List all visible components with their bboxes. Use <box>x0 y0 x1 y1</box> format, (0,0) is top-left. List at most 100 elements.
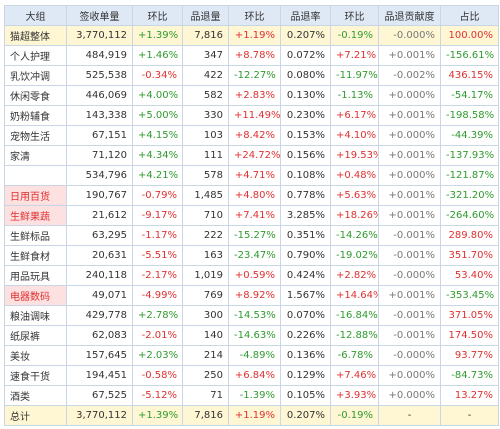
value-cell: 157,645 <box>66 345 133 366</box>
value-cell: -156.61% <box>440 45 499 66</box>
group-cell: 粮油调味 <box>4 305 67 326</box>
value-cell: -1.39% <box>228 385 281 406</box>
value-cell: 351.70% <box>440 245 499 266</box>
value-cell: -0.001% <box>378 225 441 246</box>
value-cell: -0.000% <box>378 345 441 366</box>
group-cell: 个人护理 <box>4 45 67 66</box>
value-cell: -4.99% <box>132 285 183 306</box>
value-cell: 0.070% <box>280 305 331 326</box>
header-cell: 环比 <box>330 5 379 26</box>
group-cell: 速食干货 <box>4 365 67 386</box>
value-cell: +24.72% <box>228 145 281 166</box>
value-cell: 7,816 <box>182 405 229 426</box>
value-cell: -14.53% <box>228 305 281 326</box>
table-row: 速食干货 194,451 -0.58% 250 +6.84% 0.129% +7.46% +0… <box>4 365 499 386</box>
table-row: 534,796 +4.21% 578 +4.71% 0.108% +0.48% +0.000… <box>4 165 499 186</box>
header-cell: 品退贡献度 <box>378 5 441 26</box>
value-cell: -84.73% <box>440 365 499 386</box>
value-cell: -321.20% <box>440 185 499 206</box>
value-cell: 0.778% <box>280 185 331 206</box>
value-cell: 240,118 <box>66 265 133 286</box>
value-cell: 222 <box>182 225 229 246</box>
value-cell: 140 <box>182 325 229 346</box>
value-cell: -19.02% <box>330 245 379 266</box>
header-cell: 品退量 <box>182 5 229 26</box>
value-cell: 330 <box>182 105 229 126</box>
table-row: 日用百货 190,767 -0.79% 1,485 +4.80% 0.778% +5.63%… <box>4 185 499 206</box>
value-cell: +0.000% <box>378 165 441 186</box>
value-cell: +7.21% <box>330 45 379 66</box>
value-cell: 163 <box>182 245 229 266</box>
value-cell: 63,295 <box>66 225 133 246</box>
value-cell: -1.13% <box>330 85 379 106</box>
value-cell: +3.93% <box>330 385 379 406</box>
header-cell: 环比 <box>228 5 281 26</box>
group-cell: 奶粉辅食 <box>4 105 67 126</box>
value-cell: 0.130% <box>280 85 331 106</box>
value-cell: -198.58% <box>440 105 499 126</box>
value-cell: 0.230% <box>280 105 331 126</box>
value-cell: 0.108% <box>280 165 331 186</box>
value-cell: -0.000% <box>378 25 441 46</box>
value-cell: 71,120 <box>66 145 133 166</box>
group-cell: 生鲜果蔬 <box>4 205 67 226</box>
value-cell: 143,338 <box>66 105 133 126</box>
group-cell: 纸尿裤 <box>4 325 67 346</box>
value-cell: -0.001% <box>378 325 441 346</box>
value-cell: +4.00% <box>132 85 183 106</box>
table-row: 用品玩具 240,118 -2.17% 1,019 +0.59% 0.424% +2.82%… <box>4 265 499 286</box>
value-cell: -0.002% <box>378 65 441 86</box>
value-cell: 0.207% <box>280 405 331 426</box>
value-cell: +18.26% <box>330 205 379 226</box>
value-cell: -11.97% <box>330 65 379 86</box>
header-row: 大组 签收单量 环比 品退量 环比 品退率 环比 品退贡献度 占比 <box>4 5 499 26</box>
group-cell: 休闲零食 <box>4 85 67 106</box>
value-cell: +1.19% <box>228 405 281 426</box>
value-cell: 3.285% <box>280 205 331 226</box>
value-cell: +7.46% <box>330 365 379 386</box>
value-cell: 111 <box>182 145 229 166</box>
value-cell: 289.80% <box>440 225 499 246</box>
data-table: 大组 签收单量 环比 品退量 环比 品退率 环比 品退贡献度 占比 猫超整体 3,770,112 +… <box>4 5 499 426</box>
value-cell: 93.77% <box>440 345 499 366</box>
value-cell: 525,538 <box>66 65 133 86</box>
value-cell: 1,019 <box>182 265 229 286</box>
value-cell: -0.58% <box>132 365 183 386</box>
value-cell: +1.39% <box>132 25 183 46</box>
value-cell: 190,767 <box>66 185 133 206</box>
value-cell: -16.84% <box>330 305 379 326</box>
value-cell: +4.15% <box>132 125 183 146</box>
value-cell: -2.17% <box>132 265 183 286</box>
table-row: 总计 3,770,112 +1.39% 7,816 +1.19% 0.207% -0.19%… <box>4 405 499 426</box>
value-cell: 0.207% <box>280 25 331 46</box>
value-cell: 0.080% <box>280 65 331 86</box>
group-cell: 酒类 <box>4 385 67 406</box>
value-cell: -15.27% <box>228 225 281 246</box>
table-row: 乳饮冲调 525,538 -0.34% 422 -12.27% 0.080% -11.97%… <box>4 65 499 86</box>
value-cell: 174.50% <box>440 325 499 346</box>
value-cell: +6.17% <box>330 105 379 126</box>
group-cell: 猫超整体 <box>4 25 67 46</box>
value-cell: 7,816 <box>182 25 229 46</box>
value-cell: 0.226% <box>280 325 331 346</box>
table-row: 猫超整体 3,770,112 +1.39% 7,816 +1.19% 0.207% -0.1… <box>4 25 499 46</box>
value-cell: +19.53% <box>330 145 379 166</box>
value-cell: +0.000% <box>378 85 441 106</box>
value-cell: 422 <box>182 65 229 86</box>
value-cell: - <box>378 405 441 426</box>
value-cell: 0.072% <box>280 45 331 66</box>
value-cell: +0.001% <box>378 205 441 226</box>
value-cell: +14.64% <box>330 285 379 306</box>
value-cell: 1.567% <box>280 285 331 306</box>
value-cell: 300 <box>182 305 229 326</box>
value-cell: -121.87% <box>440 165 499 186</box>
value-cell: 250 <box>182 365 229 386</box>
value-cell: -5.12% <box>132 385 183 406</box>
value-cell: +4.80% <box>228 185 281 206</box>
table-row: 奶粉辅食 143,338 +5.00% 330 +11.49% 0.230% +6.17% +… <box>4 105 499 126</box>
value-cell: -1.17% <box>132 225 183 246</box>
value-cell: +8.42% <box>228 125 281 146</box>
value-cell: -44.39% <box>440 125 499 146</box>
value-cell: +0.59% <box>228 265 281 286</box>
value-cell: -0.001% <box>378 245 441 266</box>
